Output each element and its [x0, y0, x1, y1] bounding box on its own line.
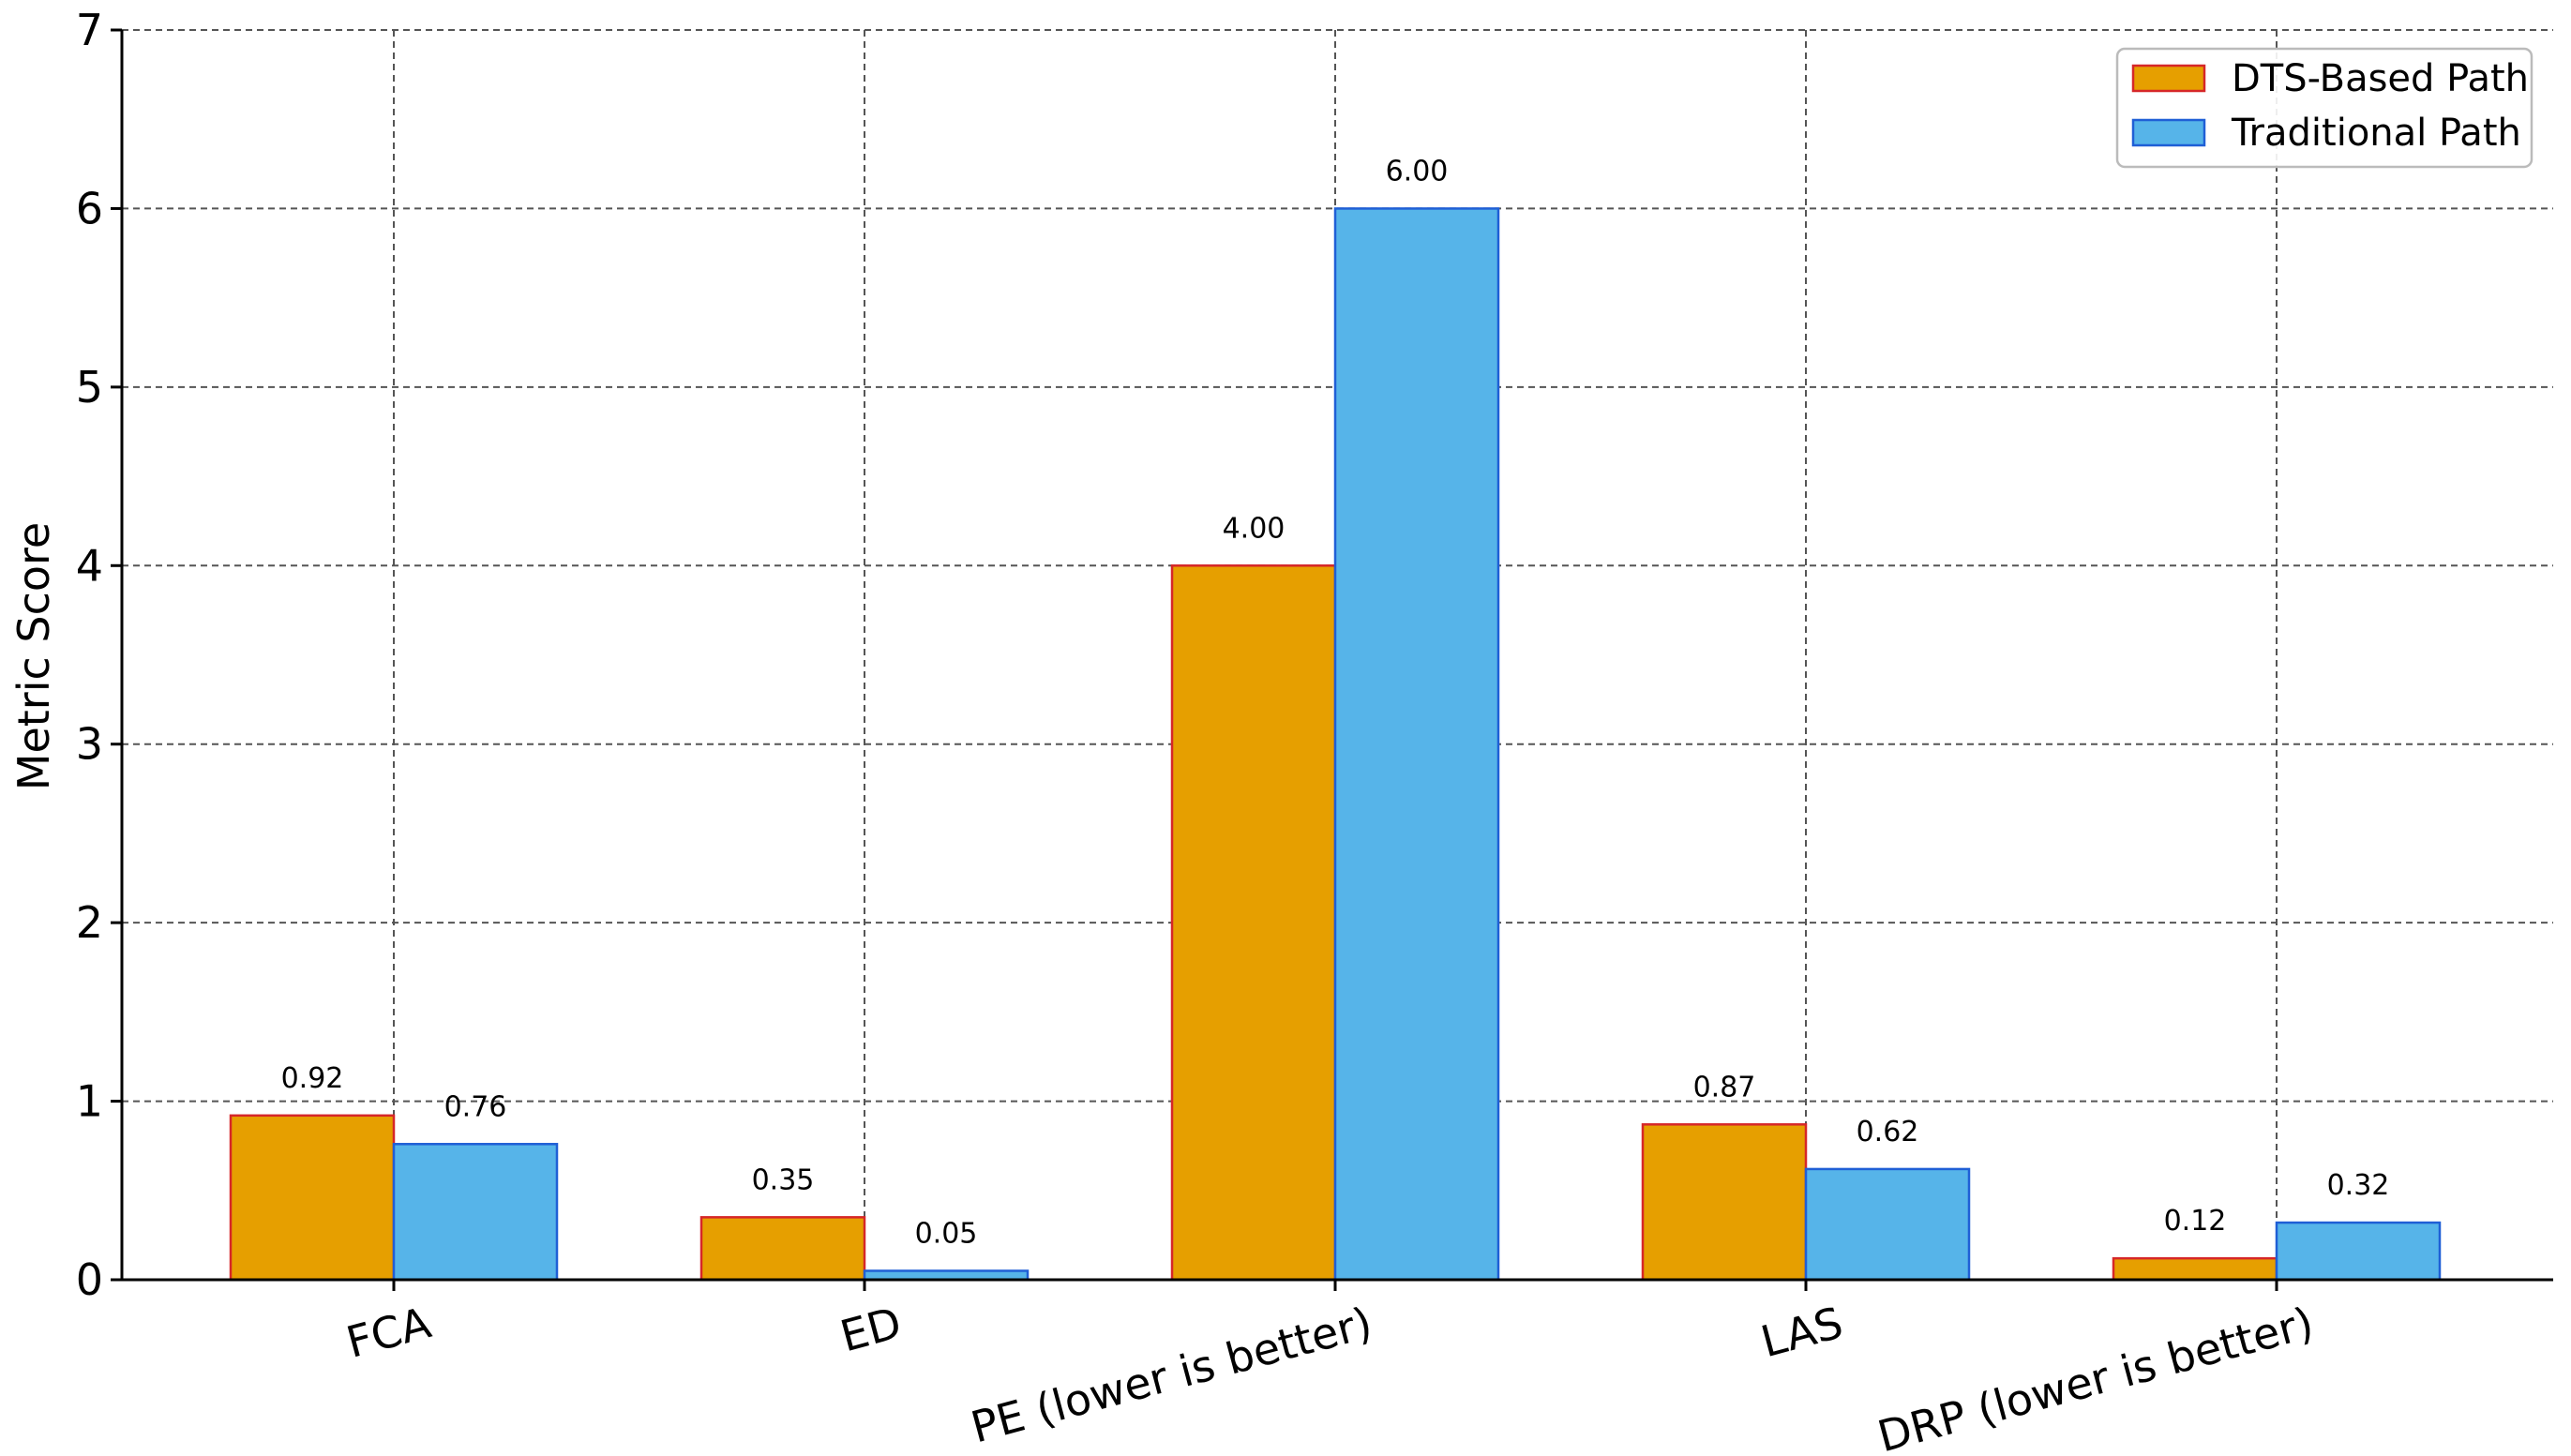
data-label: 0.12: [2164, 1205, 2227, 1238]
data-label: 4.00: [1223, 512, 1286, 545]
y-tick-label: 7: [76, 5, 103, 55]
bar-dts-based-2: [1170, 564, 1337, 1282]
y-tick-label: 2: [76, 897, 103, 948]
y-tick-label: 4: [76, 540, 103, 591]
legend-swatch-0: [2131, 64, 2206, 93]
legend-swatch-1: [2131, 118, 2206, 147]
y-tick-label: 0: [76, 1254, 103, 1305]
bar-dts-based-4: [2112, 1256, 2278, 1282]
y-tick-label: 6: [76, 183, 103, 233]
data-label: 0.87: [1693, 1071, 1756, 1103]
legend-label-1: Traditional Path: [2231, 112, 2521, 155]
bar-dts-based-1: [699, 1216, 866, 1282]
x-category-label: PE (lower is better): [966, 1297, 1377, 1452]
data-label: 0.32: [2327, 1169, 2390, 1202]
x-category-label: DRP (lower is better): [1872, 1297, 2319, 1456]
x-category-label: FCA: [341, 1297, 436, 1368]
y-tick-label: 1: [76, 1076, 103, 1127]
bar-traditional-0: [392, 1143, 559, 1282]
bar-dts-based-0: [229, 1114, 396, 1282]
y-tick-label: 3: [76, 719, 103, 770]
data-label: 0.76: [444, 1090, 507, 1123]
data-label: 0.62: [1857, 1116, 1919, 1148]
label-layer: 0.92 0.35 4.00 0.87 0.12 0.76 0.05 6.00 0.62 0.32: [281, 155, 2390, 1250]
bar-traditional-3: [1804, 1167, 1971, 1282]
y-tick-label: 5: [76, 362, 103, 413]
data-label: 0.05: [915, 1217, 978, 1250]
data-label: 0.92: [281, 1062, 344, 1095]
legend-box: [2115, 47, 2533, 169]
legend: DTS-Based Path Traditional Path: [2115, 47, 2533, 169]
y-axis-title: Metric Score: [8, 522, 59, 790]
x-category-label: LAS: [1755, 1297, 1847, 1367]
bar-layer: [229, 207, 2442, 1282]
data-label: 6.00: [1386, 155, 1449, 188]
legend-label-0: DTS-Based Path: [2232, 57, 2529, 100]
bar-traditional-4: [2275, 1221, 2442, 1282]
bar-traditional-2: [1333, 207, 1500, 1282]
bar-dts-based-3: [1641, 1123, 1808, 1282]
x-category-label: ED: [835, 1297, 907, 1361]
data-label: 0.35: [752, 1163, 815, 1196]
